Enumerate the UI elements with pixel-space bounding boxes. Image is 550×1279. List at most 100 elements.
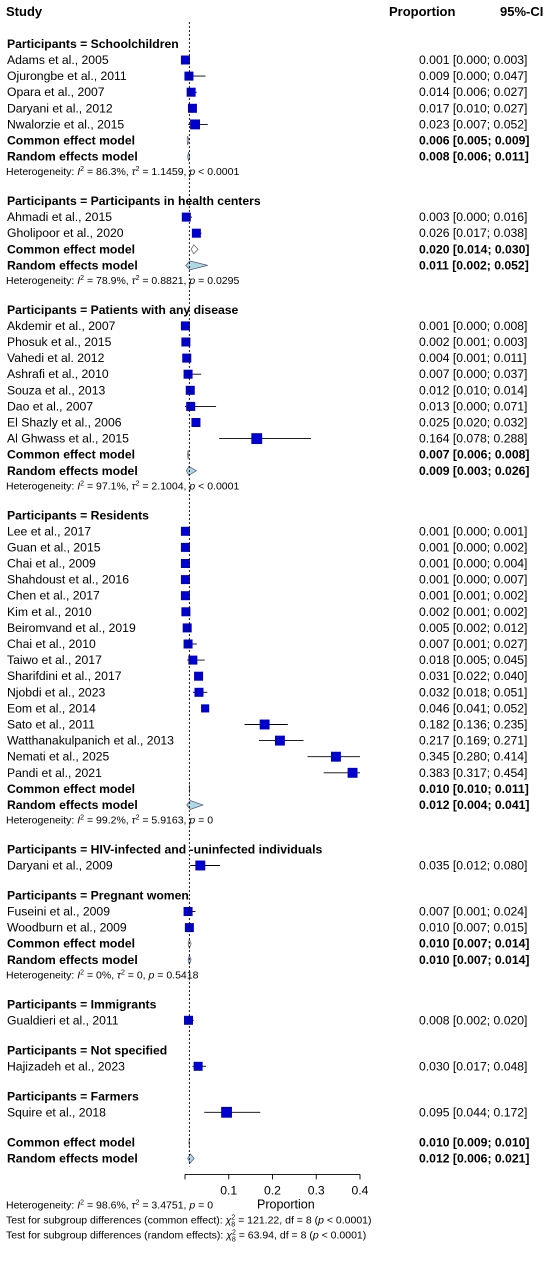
study-label: Dao et al., 2007 — [7, 399, 93, 413]
heterogeneity-text: Heterogeneity: I2 = 78.9%, τ2 = 0.8821, … — [6, 275, 239, 287]
study-label: Kim et al., 2010 — [7, 605, 92, 619]
random-effects-diamond — [185, 465, 198, 476]
study-square — [347, 767, 358, 778]
common-effect-estimate: 0.020 [0.014; 0.030] — [419, 242, 529, 256]
study-square — [183, 907, 193, 916]
study-label: Adams et al., 2005 — [7, 53, 109, 67]
random-effects-label: Random effects model — [7, 953, 138, 967]
subgroup-heading: Participants = Not specified — [7, 1043, 167, 1057]
study-estimate: 0.095 [0.044; 0.172] — [419, 1105, 527, 1119]
common-effect-label: Common effect model — [7, 242, 135, 256]
study-square — [330, 751, 341, 762]
study-label: Sato et al., 2011 — [7, 718, 95, 732]
x-axis-label: Proportion — [257, 1197, 315, 1211]
subgroup-heading: Participants = Immigrants — [7, 997, 157, 1011]
study-estimate: 0.035 [0.012; 0.080] — [419, 859, 527, 873]
common-effect-estimate: 0.007 [0.006; 0.008] — [419, 448, 529, 462]
header-study: Study — [6, 4, 43, 19]
study-label: Hajizadeh et al., 2023 — [7, 1059, 125, 1073]
random-effects-estimate: 0.011 [0.002; 0.052] — [419, 258, 529, 272]
study-square — [180, 591, 190, 601]
study-label: Chen et al., 2017 — [7, 589, 100, 603]
common-effect-diamond — [187, 450, 189, 460]
study-estimate: 0.001 [0.000; 0.004] — [419, 557, 527, 571]
study-square — [259, 719, 270, 730]
study-estimate: 0.012 [0.010; 0.014] — [419, 383, 527, 397]
random-effects-estimate: 0.010 [0.007; 0.014] — [419, 953, 529, 967]
study-estimate: 0.008 [0.002; 0.020] — [419, 1013, 527, 1027]
study-estimate: 0.001 [0.000; 0.003] — [419, 53, 527, 67]
study-estimate: 0.001 [0.000; 0.001] — [419, 524, 527, 538]
study-estimate: 0.025 [0.020; 0.032] — [419, 416, 527, 430]
subgroup-heading: Participants = Farmers — [7, 1089, 139, 1103]
study-estimate: 0.002 [0.001; 0.002] — [419, 605, 527, 619]
random-effects-estimate: 0.008 [0.006; 0.011] — [419, 150, 529, 164]
common-effect-estimate: 0.010 [0.010; 0.011] — [419, 782, 529, 796]
study-label: Nwalorzie et al., 2015 — [7, 117, 124, 131]
study-square — [184, 71, 194, 81]
study-label: Squire et al., 2018 — [7, 1105, 106, 1119]
study-square — [180, 559, 190, 568]
subgroup-heading: Participants = Residents — [7, 508, 149, 522]
study-label: Beiromvand et al., 2019 — [7, 621, 136, 635]
study-estimate: 0.001 [0.000; 0.008] — [419, 319, 527, 333]
study-label: Chai et al., 2009 — [7, 557, 96, 571]
study-estimate: 0.014 [0.006; 0.027] — [419, 85, 527, 99]
common-effect-label: Common effect model — [7, 782, 135, 796]
study-label: Souza et al., 2013 — [7, 383, 105, 397]
random-effects-label: Random effects model — [7, 464, 138, 478]
study-estimate: 0.013 [0.000; 0.071] — [419, 399, 527, 413]
random-effects-estimate: 0.012 [0.006; 0.021] — [419, 1151, 529, 1165]
study-label: Opara et al., 2007 — [7, 85, 105, 99]
study-label: Taiwo et al., 2017 — [7, 653, 102, 667]
study-square — [184, 1015, 193, 1025]
study-label: Gualdieri et al., 2011 — [7, 1013, 119, 1027]
subgroup-heading: Participants = Participants in health ce… — [7, 194, 261, 208]
study-label: Woodburn et al., 2009 — [7, 921, 127, 935]
random-effects-diamond — [187, 1153, 195, 1164]
study-label: Fuseini et al., 2009 — [7, 905, 110, 919]
study-estimate: 0.018 [0.005; 0.045] — [419, 653, 527, 667]
heterogeneity-text: Heterogeneity: I2 = 99.2%, τ2 = 5.9163, … — [6, 815, 213, 827]
header-proportion: Proportion — [389, 4, 455, 19]
study-label: Nemati et al., 2025 — [7, 750, 110, 764]
study-estimate: 0.002 [0.001; 0.003] — [419, 335, 527, 349]
study-label: Ojurongbe et al., 2011 — [7, 69, 127, 83]
study-label: Gholipoor et al., 2020 — [7, 226, 124, 240]
study-label: Pandi et al., 2021 — [7, 766, 102, 780]
study-square — [194, 671, 204, 681]
study-label: Lee et al., 2017 — [7, 524, 91, 538]
study-estimate: 0.007 [0.001; 0.027] — [419, 637, 527, 651]
study-square — [186, 401, 196, 411]
study-label: Vahedi et al. 2012 — [7, 351, 105, 365]
common-effect-diamond — [186, 135, 190, 146]
random-effects-label: Random effects model — [7, 150, 138, 164]
study-square — [201, 704, 210, 713]
study-estimate: 0.009 [0.000; 0.047] — [419, 69, 527, 83]
common-effect-label: Common effect model — [7, 1135, 135, 1149]
study-square — [180, 55, 190, 65]
study-square — [182, 353, 192, 363]
study-label: Sharifdini et al., 2017 — [7, 669, 122, 683]
study-label: Al Ghwass et al., 2015 — [7, 432, 129, 446]
random-effects-estimate: 0.012 [0.004; 0.041] — [419, 798, 529, 812]
study-square — [274, 735, 285, 746]
random-effects-estimate: 0.009 [0.003; 0.026] — [419, 464, 529, 478]
study-square — [187, 103, 197, 113]
study-square — [181, 607, 191, 617]
study-label: Akdemir et al., 2007 — [7, 319, 116, 333]
study-estimate: 0.001 [0.001; 0.002] — [419, 589, 527, 603]
study-square — [185, 385, 195, 395]
heterogeneity-text: Heterogeneity: I2 = 97.1%, τ2 = 2.1004, … — [6, 480, 239, 492]
study-label: El Shazly et al., 2006 — [7, 416, 122, 430]
study-label: Ahmadi et al., 2015 — [7, 210, 112, 224]
x-tick-label: 0.4 — [352, 1183, 369, 1197]
study-estimate: 0.004 [0.001; 0.011] — [419, 351, 527, 365]
study-estimate: 0.007 [0.001; 0.024] — [419, 905, 527, 919]
study-estimate: 0.007 [0.000; 0.037] — [419, 367, 527, 381]
study-estimate: 0.031 [0.022; 0.040] — [419, 669, 527, 683]
heterogeneity-text: Heterogeneity: I2 = 86.3%, τ2 = 1.1459, … — [6, 166, 239, 178]
study-square — [191, 418, 201, 427]
subgroup-test-text: Test for subgroup differences (random ef… — [6, 1229, 366, 1243]
